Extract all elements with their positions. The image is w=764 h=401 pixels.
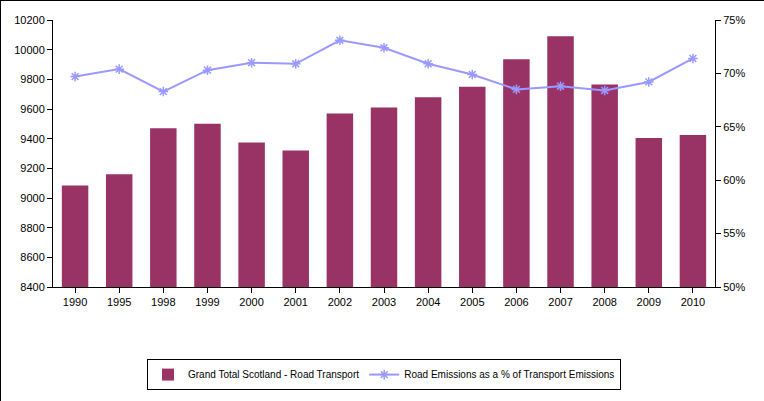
svg-text:9000: 9000 bbox=[20, 192, 44, 204]
svg-text:8400: 8400 bbox=[20, 281, 44, 293]
svg-text:1998: 1998 bbox=[151, 296, 175, 308]
svg-text:65%: 65% bbox=[723, 121, 745, 133]
svg-text:Grand Total Scotland - Road Tr: Grand Total Scotland - Road Transport bbox=[188, 369, 359, 380]
svg-text:8600: 8600 bbox=[20, 251, 44, 263]
svg-text:2006: 2006 bbox=[504, 296, 528, 308]
svg-text:Road Emissions as a % of Trans: Road Emissions as a % of Transport Emiss… bbox=[404, 369, 614, 380]
svg-text:2005: 2005 bbox=[460, 296, 484, 308]
svg-text:2000: 2000 bbox=[239, 296, 263, 308]
svg-text:1990: 1990 bbox=[63, 296, 87, 308]
svg-text:2001: 2001 bbox=[283, 296, 307, 308]
svg-text:2003: 2003 bbox=[372, 296, 396, 308]
svg-text:10000: 10000 bbox=[14, 44, 45, 56]
svg-text:9400: 9400 bbox=[20, 133, 44, 145]
svg-text:8800: 8800 bbox=[20, 222, 44, 234]
svg-text:2002: 2002 bbox=[328, 296, 352, 308]
svg-text:2008: 2008 bbox=[592, 296, 616, 308]
svg-text:1999: 1999 bbox=[195, 296, 219, 308]
svg-text:2009: 2009 bbox=[637, 296, 661, 308]
svg-text:9800: 9800 bbox=[20, 73, 44, 85]
svg-text:75%: 75% bbox=[723, 14, 745, 26]
svg-text:2004: 2004 bbox=[416, 296, 440, 308]
svg-text:70%: 70% bbox=[723, 67, 745, 79]
svg-text:55%: 55% bbox=[723, 227, 745, 239]
svg-text:2010: 2010 bbox=[681, 296, 705, 308]
svg-text:2007: 2007 bbox=[548, 296, 572, 308]
svg-text:60%: 60% bbox=[723, 174, 745, 186]
svg-text:50%: 50% bbox=[723, 281, 745, 293]
svg-text:1995: 1995 bbox=[107, 296, 131, 308]
svg-text:9200: 9200 bbox=[20, 162, 44, 174]
svg-text:10200: 10200 bbox=[14, 14, 45, 26]
svg-text:9600: 9600 bbox=[20, 103, 44, 115]
